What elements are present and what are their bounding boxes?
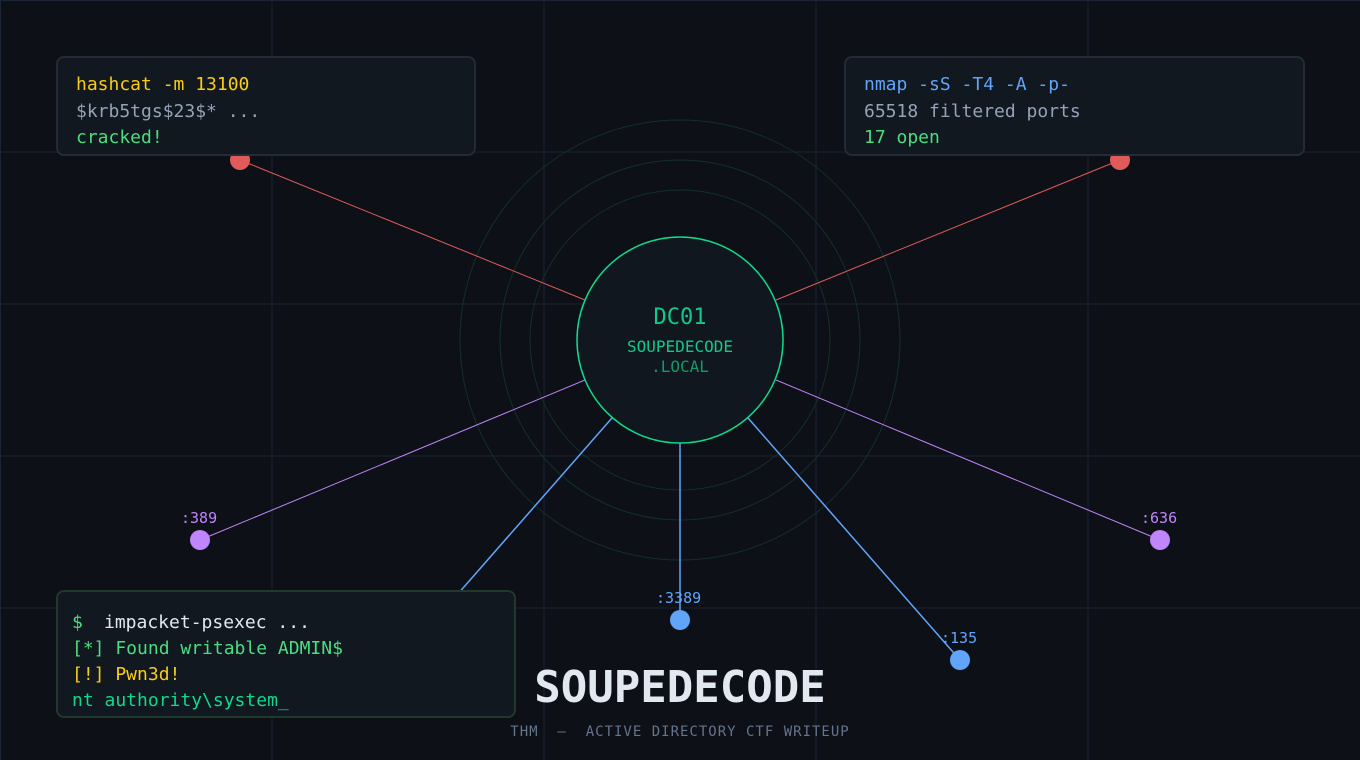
- dc01-node: [576, 236, 784, 444]
- dc-name: DC01: [653, 305, 707, 330]
- page-subtitle: THM — ACTIVE DIRECTORY CTF WRITEUP: [510, 724, 850, 740]
- node-135: [950, 650, 970, 670]
- dc-domain: SOUPEDECODE: [627, 337, 733, 356]
- port-label-135: :135: [941, 629, 978, 647]
- nmap-command: nmap -sS -T4 -A -p-: [864, 74, 1070, 95]
- hashcat-hash: $krb5tgs$23$* ...: [76, 101, 261, 122]
- psexec-terminal: $ impacket-psexec ... [*] Found writable…: [56, 590, 516, 718]
- nmap-terminal: nmap -sS -T4 -A -p- 65518 filtered ports…: [844, 56, 1305, 156]
- link-hashcat: [239, 159, 586, 301]
- link-389: [199, 379, 586, 541]
- page-title: SOUPEDECODE: [534, 662, 826, 713]
- psexec-shell: nt authority\system_: [72, 690, 289, 711]
- port-label-389: :389: [181, 509, 218, 527]
- port-label-636: :636: [1141, 509, 1178, 527]
- node-636: [1150, 530, 1170, 550]
- hashcat-command: hashcat -m 13100: [76, 74, 250, 95]
- link-nmap: [775, 159, 1121, 301]
- hashcat-result: cracked!: [76, 127, 163, 148]
- nmap-filtered: 65518 filtered ports: [864, 101, 1081, 122]
- hashcat-terminal: hashcat -m 13100 $krb5tgs$23$* ... crack…: [56, 56, 476, 156]
- port-label-3389: :3389: [656, 589, 702, 607]
- node-3389: [670, 610, 690, 630]
- dc-tld: .LOCAL: [651, 357, 709, 376]
- psexec-pwned: [!] Pwn3d!: [72, 664, 181, 685]
- link-636: [775, 379, 1161, 541]
- nmap-open: 17 open: [864, 127, 940, 148]
- psexec-command: impacket-psexec ...: [104, 612, 310, 633]
- psexec-prompt: $: [72, 612, 83, 633]
- link-135: [747, 417, 961, 661]
- psexec-found: [*] Found writable ADMIN$: [72, 638, 343, 659]
- node-389: [190, 530, 210, 550]
